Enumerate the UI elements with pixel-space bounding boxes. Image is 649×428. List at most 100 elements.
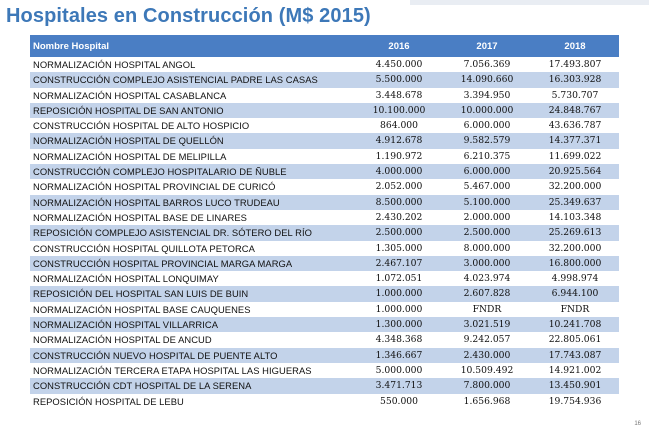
table-row: NORMALIZACIÓN HOSPITAL BASE DE LINARES 2.…	[30, 209, 619, 226]
cell-2016: 2.430.202	[355, 209, 443, 226]
cell-2018: 6.944.100	[531, 286, 619, 302]
table-row: NORMALIZACIÓN HOSPITAL BARROS LUCO TRUDE…	[30, 194, 619, 210]
cell-2017: 5.467.000	[443, 179, 531, 195]
cell-2017: 3.021.519	[443, 317, 531, 333]
cell-2017: 6.210.375	[443, 148, 531, 165]
cell-2018: 32.200.000	[531, 179, 619, 195]
table-body: NORMALIZACIÓN HOSPITAL ANGOL 4.450.000 7.0…	[30, 57, 619, 409]
cell-2017: 9.582.579	[443, 133, 531, 149]
cell-2017: 6.000.000	[443, 164, 531, 180]
cell-2016: 1.300.000	[355, 317, 443, 333]
table-row: NORMALIZACIÓN TERCERA ETAPA HOSPITAL LAS…	[30, 362, 619, 379]
cell-2018: 24.848.767	[531, 102, 619, 119]
cell-name: NORMALIZACIÓN HOSPITAL CASABLANCA	[30, 87, 355, 103]
cell-2018: 17.743.087	[531, 347, 619, 363]
cell-2016: 2.052.000	[355, 179, 443, 195]
table-row: CONSTRUCCIÓN COMPLEJO HOSPITALARIO DE ÑU…	[30, 164, 619, 180]
cell-name: NORMALIZACIÓN HOSPITAL PROVINCIAL DE CUR…	[30, 179, 355, 195]
cell-2016: 4.000.000	[355, 164, 443, 180]
cell-2016: 8.500.000	[355, 194, 443, 210]
cell-2018: 14.377.371	[531, 133, 619, 149]
cell-2018: 16.303.928	[531, 72, 619, 88]
table-row: NORMALIZACIÓN HOSPITAL DE MELIPILLA 1.190…	[30, 148, 619, 165]
cell-2017: 7.800.000	[443, 378, 531, 394]
header-2016: 2016	[355, 35, 443, 57]
cell-2018: 16.800.000	[531, 255, 619, 272]
cell-2018: 4.998.974	[531, 271, 619, 287]
cell-2018: 19.754.936	[531, 393, 619, 409]
cell-2017: 10.509.492	[443, 362, 531, 379]
cell-2018: 32.200.000	[531, 240, 619, 256]
cell-2016: 10.100.000	[355, 102, 443, 119]
page-title: Hospitales en Construcción (M$ 2015)	[6, 5, 371, 27]
header-name: Nombre Hospital	[30, 35, 355, 57]
cell-name: CONSTRUCCIÓN HOSPITAL PROVINCIAL MARGA M…	[30, 255, 355, 272]
cell-2016: 4.912.678	[355, 133, 443, 149]
cell-2016: 550.000	[355, 393, 443, 409]
cell-2016: 5.000.000	[355, 362, 443, 379]
table-row: NORMALIZACIÓN HOSPITAL LONQUIMAY 1.072.05…	[30, 271, 619, 287]
table-row: REPOSICIÓN COMPLEJO ASISTENCIAL DR. SÓTE…	[30, 225, 619, 241]
table-row: NORMALIZACIÓN HOSPITAL ANGOL 4.450.000 7.0…	[30, 57, 619, 73]
cell-name: CONSTRUCCIÓN HOSPITAL QUILLOTA PETORCA	[30, 240, 355, 256]
cell-2016: 1.346.667	[355, 347, 443, 363]
cell-name: NORMALIZACIÓN HOSPITAL LONQUIMAY	[30, 271, 355, 287]
cell-2017: FNDR	[443, 301, 531, 318]
cell-2018: 43.636.787	[531, 118, 619, 134]
cell-2017: 2.000.000	[443, 209, 531, 226]
cell-name: NORMALIZACIÓN HOSPITAL VILLARRICA	[30, 317, 355, 333]
cell-name: CONSTRUCCIÓN CDT HOSPITAL DE LA SERENA	[30, 378, 355, 394]
cell-2017: 3.000.000	[443, 255, 531, 272]
cell-2016: 4.450.000	[355, 57, 443, 73]
table-row: CONSTRUCCIÓN HOSPITAL PROVINCIAL MARGA M…	[30, 255, 619, 272]
cell-2017: 10.000.000	[443, 102, 531, 119]
table-row: CONSTRUCCIÓN HOSPITAL QUILLOTA PETORCA 1.…	[30, 240, 619, 256]
table-row: NORMALIZACIÓN HOSPITAL DE QUELLÓN 4.912.6…	[30, 133, 619, 149]
cell-name: CONSTRUCCIÓN NUEVO HOSPITAL DE PUENTE AL…	[30, 347, 355, 363]
cell-name: NORMALIZACIÓN HOSPITAL BARROS LUCO TRUDE…	[30, 194, 355, 210]
cell-2017: 2.607.828	[443, 286, 531, 302]
table-row: REPOSICIÓN DEL HOSPITAL SAN LUIS DE BUIN…	[30, 286, 619, 302]
cell-name: NORMALIZACIÓN HOSPITAL DE QUELLÓN	[30, 133, 355, 149]
cell-2017: 1.656.968	[443, 393, 531, 409]
cell-name: CONSTRUCCIÓN COMPLEJO HOSPITALARIO DE ÑU…	[30, 164, 355, 180]
cell-2017: 5.100.000	[443, 194, 531, 210]
cell-2016: 1.190.972	[355, 148, 443, 165]
cell-2018: 13.450.901	[531, 378, 619, 394]
cell-name: CONSTRUCCIÓN HOSPITAL DE ALTO HOSPICIO	[30, 118, 355, 134]
cell-2016: 3.471.713	[355, 378, 443, 394]
table-row: NORMALIZACIÓN HOSPITAL VILLARRICA 1.300.0…	[30, 317, 619, 333]
cell-2018: 10.241.708	[531, 317, 619, 333]
cell-2018: 14.103.348	[531, 209, 619, 226]
cell-2016: 2.467.107	[355, 255, 443, 272]
top-accent-bar	[410, 0, 649, 5]
table-header-row: Nombre Hospital 2016 2017 2018	[30, 35, 619, 57]
cell-name: NORMALIZACIÓN HOSPITAL ANGOL	[30, 57, 355, 73]
cell-name: REPOSICIÓN DEL HOSPITAL SAN LUIS DE BUIN	[30, 286, 355, 302]
header-2018: 2018	[531, 35, 619, 57]
cell-name: NORMALIZACIÓN HOSPITAL BASE CAUQUENES	[30, 301, 355, 318]
cell-2016: 3.448.678	[355, 87, 443, 103]
cell-2018: 25.349.637	[531, 194, 619, 210]
cell-2018: 14.921.002	[531, 362, 619, 379]
cell-name: NORMALIZACIÓN HOSPITAL BASE DE LINARES	[30, 209, 355, 226]
cell-2017: 4.023.974	[443, 271, 531, 287]
table-row: CONSTRUCCIÓN HOSPITAL DE ALTO HOSPICIO 86…	[30, 118, 619, 134]
cell-2018: FNDR	[531, 301, 619, 318]
cell-2016: 2.500.000	[355, 225, 443, 241]
page-number: 16	[634, 421, 641, 427]
cell-name: REPOSICIÓN COMPLEJO ASISTENCIAL DR. SÓTE…	[30, 225, 355, 241]
cell-2016: 864.000	[355, 118, 443, 134]
cell-2016: 1.305.000	[355, 240, 443, 256]
cell-name: NORMALIZACIÓN TERCERA ETAPA HOSPITAL LAS…	[30, 362, 355, 379]
table-row: NORMALIZACIÓN HOSPITAL CASABLANCA 3.448.6…	[30, 87, 619, 103]
table-row: NORMALIZACIÓN HOSPITAL DE ANCUD 4.348.368…	[30, 332, 619, 348]
hospital-table: Nombre Hospital 2016 2017 2018 NORMALIZA…	[30, 35, 619, 409]
cell-2017: 9.242.057	[443, 332, 531, 348]
cell-name: REPOSICIÓN HOSPITAL DE SAN ANTONIO	[30, 102, 355, 119]
cell-name: REPOSICIÓN HOSPITAL DE LEBU	[30, 393, 355, 409]
cell-2016: 1.000.000	[355, 286, 443, 302]
cell-2017: 2.500.000	[443, 225, 531, 241]
table-row: NORMALIZACIÓN HOSPITAL PROVINCIAL DE CUR…	[30, 179, 619, 195]
cell-name: NORMALIZACIÓN HOSPITAL DE MELIPILLA	[30, 148, 355, 165]
